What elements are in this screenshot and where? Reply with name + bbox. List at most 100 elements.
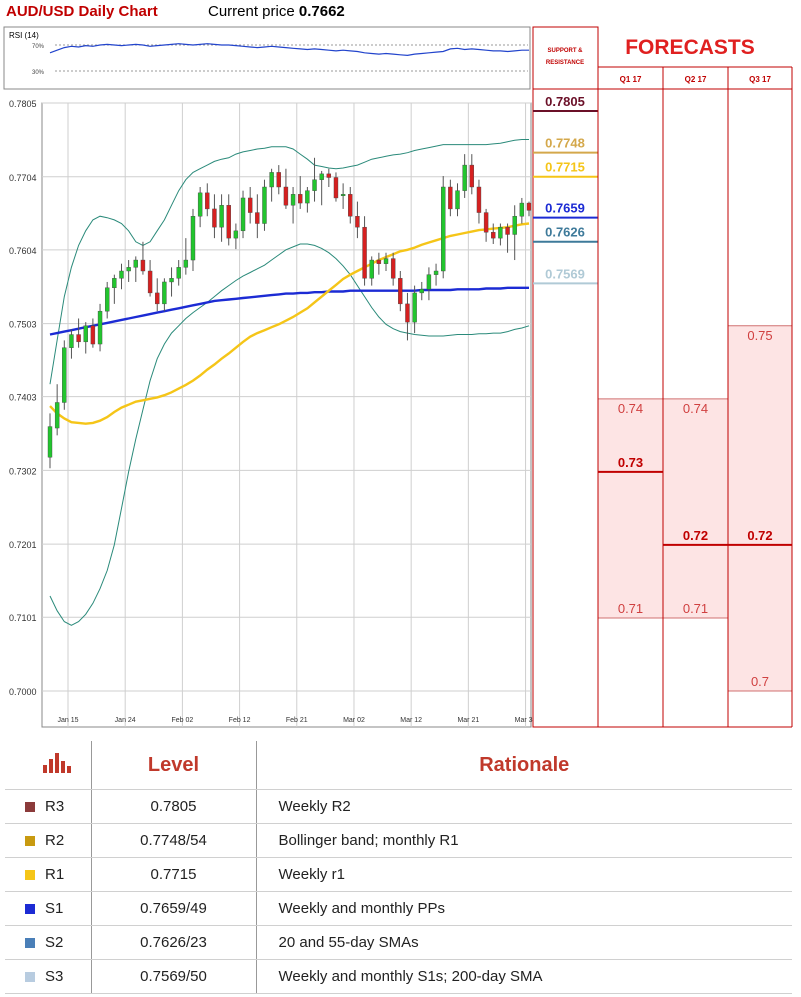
sr-level-value: 0.7626 xyxy=(545,225,585,240)
candle-body xyxy=(83,325,88,343)
x-tick-label: Jan 24 xyxy=(115,717,136,724)
y-tick-label: 0.7805 xyxy=(9,99,37,109)
y-tick-label: 0.7000 xyxy=(9,687,37,697)
candle-body xyxy=(240,197,246,232)
support-resistance-panel: SUPPORT & RESISTANCE 0.7805 0.7748 0.7715 0.7… xyxy=(532,26,599,728)
candle-body xyxy=(340,194,346,197)
level-label: R3 xyxy=(45,798,65,815)
level-color-swatch xyxy=(25,870,35,881)
level-label-cell: S1 xyxy=(5,891,92,926)
candle-body xyxy=(212,208,217,228)
forecast-quarter-label: Q3 17 xyxy=(749,75,771,84)
candle-body xyxy=(519,202,525,217)
sma200-line xyxy=(49,286,529,336)
x-tick-label: Feb 12 xyxy=(229,717,251,724)
rsi-level-label: 70% xyxy=(32,44,45,50)
candle-body xyxy=(76,334,81,343)
rsi-level-label: 30% xyxy=(32,70,45,76)
candle-body xyxy=(219,205,224,228)
candle-body xyxy=(190,216,196,261)
candle-body xyxy=(398,278,403,305)
candle-body xyxy=(355,216,360,228)
sr-level-value: 0.7748 xyxy=(545,136,585,151)
chart-title: AUD/USD Daily Chart xyxy=(6,3,158,20)
level-label-cell: S3 xyxy=(5,959,92,994)
forecast-high-label: 0.74 xyxy=(618,401,643,416)
level-label: R2 xyxy=(45,832,65,849)
candle-body xyxy=(197,192,203,217)
candle-body xyxy=(147,270,153,294)
chart-bars-icon xyxy=(5,741,92,790)
levels-table: Level Rationale R3 0.7805 Weekly R2 R2 0.774… xyxy=(5,741,792,994)
candle-body xyxy=(162,281,167,305)
candle-body xyxy=(512,216,517,235)
candle-body xyxy=(97,310,103,345)
sma20-line xyxy=(49,222,530,425)
candle-body xyxy=(305,190,310,204)
level-rationale: Weekly and monthly PPs xyxy=(256,891,792,926)
candle-body xyxy=(298,194,303,204)
candle-body xyxy=(205,192,210,210)
candle-body xyxy=(383,258,389,264)
sr-level-value: 0.7569 xyxy=(545,266,585,281)
level-value: 0.7569/50 xyxy=(91,959,257,994)
candle-body xyxy=(112,278,117,289)
level-value: 0.7715 xyxy=(91,857,257,892)
x-tick-label: Mar 02 xyxy=(343,717,365,724)
level-rationale: 20 and 55-day SMAs xyxy=(256,925,792,960)
candle-body xyxy=(140,259,146,272)
rsi-panel: RSI (14) 70% 30% xyxy=(3,26,531,90)
y-tick-label: 0.7101 xyxy=(9,613,37,623)
candle-body xyxy=(483,212,489,233)
candle-body xyxy=(441,186,446,272)
y-tick-label: 0.7604 xyxy=(9,246,37,256)
candle-body xyxy=(276,172,281,188)
forecast-mid-label: 0.72 xyxy=(683,528,708,543)
candle-body xyxy=(369,259,374,279)
x-tick-label: Feb 02 xyxy=(171,717,193,724)
candle-body xyxy=(419,289,424,294)
level-value: 0.7805 xyxy=(91,789,257,824)
y-tick-label: 0.7201 xyxy=(9,540,37,550)
candle-body xyxy=(433,270,439,275)
level-label-cell: R3 xyxy=(5,789,92,824)
candle-body xyxy=(312,179,317,191)
x-tick-label: Feb 21 xyxy=(286,717,308,724)
bollinger-lower-line xyxy=(49,243,530,626)
level-color-swatch xyxy=(25,836,35,847)
forecast-quarter-label: Q1 17 xyxy=(620,75,642,84)
y-tick-label: 0.7704 xyxy=(9,173,37,183)
candle-body xyxy=(448,186,453,210)
current-price-text: Current price xyxy=(208,3,295,20)
level-rationale: Bollinger band; monthly R1 xyxy=(256,823,792,858)
sr-level-value: 0.7715 xyxy=(545,160,585,175)
candle-body xyxy=(455,190,460,210)
candle-body xyxy=(498,226,503,239)
rsi-label: RSI (14) xyxy=(9,31,39,40)
candle-body xyxy=(69,334,74,348)
candle-body xyxy=(233,230,239,239)
y-tick-label: 0.7503 xyxy=(9,320,37,330)
candle-body xyxy=(426,274,432,290)
candle-body xyxy=(376,259,382,264)
candle-body xyxy=(169,278,174,283)
sr-title-line2: RESISTANCE xyxy=(546,60,584,66)
forecast-low-label: 0.7 xyxy=(751,674,769,689)
candle-body xyxy=(290,194,296,206)
level-label: S2 xyxy=(45,934,64,951)
candle-body xyxy=(104,287,110,312)
candle-body xyxy=(412,292,417,323)
candle-body xyxy=(183,259,189,268)
forecast-quarter-label: Q2 17 xyxy=(685,75,707,84)
candle-body xyxy=(269,172,274,188)
candle-body xyxy=(362,226,367,279)
candle-body xyxy=(62,347,67,403)
header-level: Level xyxy=(91,741,257,790)
candle-body xyxy=(469,164,475,188)
current-price-value: 0.7662 xyxy=(298,3,345,20)
candle-body xyxy=(54,402,60,429)
candle-body xyxy=(226,205,231,239)
level-label: S1 xyxy=(45,900,64,917)
candle-body xyxy=(126,267,131,272)
candle-body xyxy=(155,292,160,305)
